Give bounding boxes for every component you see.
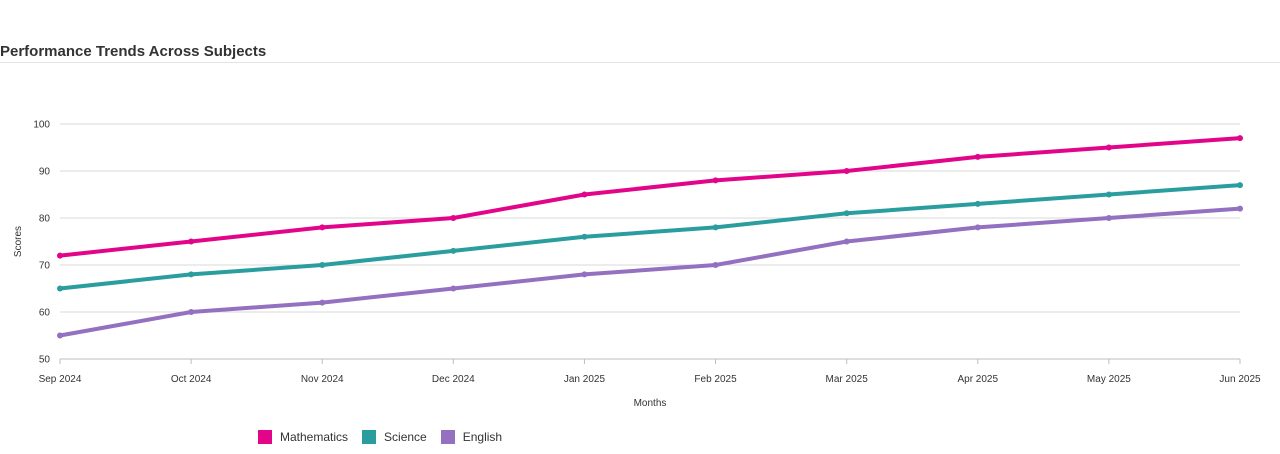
chart-header: Performance Trends Across Subjects (0, 0, 1280, 63)
x-tick-label: Nov 2024 (301, 374, 344, 385)
chart-title: Performance Trends Across Subjects (0, 43, 267, 60)
y-axis-label: Scores (13, 226, 24, 257)
data-point[interactable] (1105, 215, 1112, 221)
data-point[interactable] (319, 299, 326, 306)
data-point[interactable] (974, 224, 981, 231)
data-point[interactable] (57, 285, 63, 292)
legend-swatch (440, 430, 455, 444)
data-point[interactable] (450, 215, 457, 221)
legend-item-mathematics[interactable]: Mathematics (258, 430, 348, 444)
series-mathematics (57, 135, 1243, 259)
x-tick-label: Dec 2024 (432, 374, 475, 385)
x-axis-label: Months (634, 398, 667, 409)
data-point[interactable] (1237, 205, 1243, 212)
y-tick-label: 80 (39, 214, 51, 225)
legend-swatch (258, 430, 272, 444)
series-english (57, 205, 1243, 339)
data-point[interactable] (1237, 182, 1243, 189)
legend-item-science[interactable]: Science (362, 430, 427, 444)
data-point[interactable] (188, 238, 195, 245)
y-tick-label: 50 (39, 355, 51, 366)
data-point[interactable] (974, 200, 981, 207)
legend-label: Mathematics (280, 430, 349, 444)
data-point[interactable] (1105, 191, 1112, 198)
data-point[interactable] (450, 285, 457, 292)
data-point[interactable] (712, 262, 719, 268)
data-point[interactable] (843, 168, 850, 174)
data-point[interactable] (188, 271, 195, 278)
y-axis-ticks: 50 60 70 80 90 100 (33, 120, 50, 366)
legend-label: English (462, 430, 503, 444)
legend-item-english[interactable]: English (440, 430, 503, 444)
data-point[interactable] (581, 191, 588, 198)
data-point[interactable] (712, 177, 719, 184)
x-tick-label: May 2025 (1087, 374, 1131, 385)
x-tick-label: Sep 2024 (39, 374, 82, 385)
x-tick-label: Jun 2025 (1219, 374, 1261, 385)
data-point[interactable] (843, 238, 850, 245)
series-line (58, 136, 1242, 258)
legend-swatch (362, 430, 377, 444)
legend-label: Science (384, 430, 427, 444)
series-lines (57, 135, 1243, 339)
data-point[interactable] (319, 262, 326, 268)
x-tick-label: Oct 2024 (171, 374, 212, 385)
data-point[interactable] (57, 252, 63, 259)
y-tick-label: 60 (39, 308, 51, 319)
x-tick-label: Mar 2025 (826, 374, 869, 385)
data-point[interactable] (581, 233, 588, 240)
series-line (58, 206, 1242, 338)
data-point[interactable] (319, 224, 326, 231)
y-tick-label: 70 (39, 261, 51, 272)
data-point[interactable] (1105, 144, 1112, 151)
x-tick-label: Feb 2025 (694, 374, 737, 385)
data-point[interactable] (712, 224, 719, 231)
data-point[interactable] (843, 210, 850, 217)
x-tick-label: Jan 2025 (564, 374, 606, 385)
x-axis: Sep 2024 Oct 2024 Nov 2024 Dec 2024 Jan 2025… (39, 359, 1261, 385)
data-point[interactable] (450, 247, 457, 254)
gridlines (60, 123, 1240, 360)
data-point[interactable] (974, 153, 981, 160)
y-tick-label: 100 (33, 120, 50, 131)
chart-legend: Mathematics Science English (258, 430, 516, 444)
data-point[interactable] (188, 309, 195, 315)
data-point[interactable] (57, 332, 63, 339)
x-tick-label: Apr 2025 (957, 374, 998, 385)
y-tick-label: 90 (39, 167, 51, 178)
series-line (58, 183, 1242, 291)
series-science (57, 182, 1243, 292)
data-point[interactable] (1237, 135, 1243, 142)
data-point[interactable] (581, 271, 588, 278)
